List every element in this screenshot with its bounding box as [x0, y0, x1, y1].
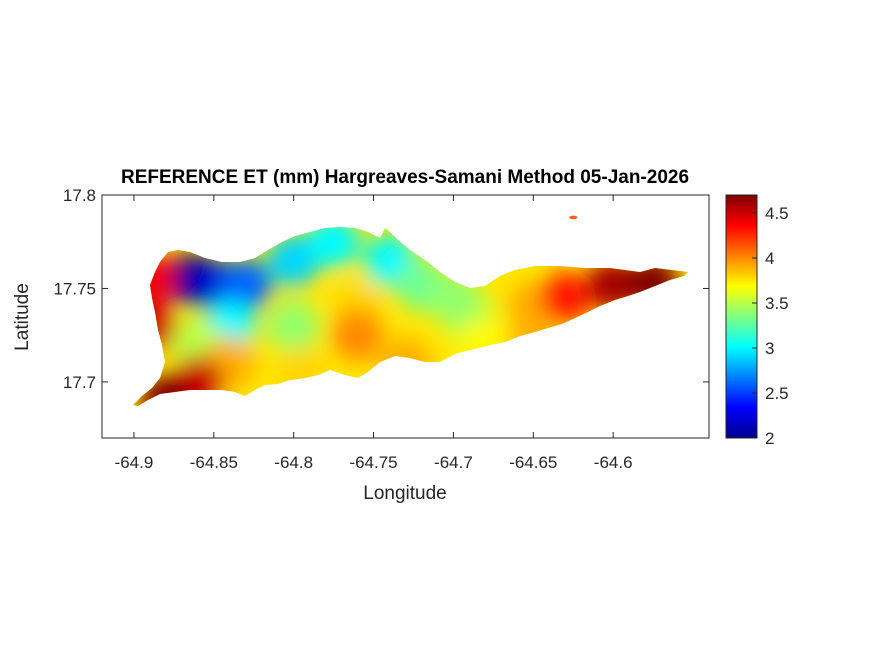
et-sample-22 [539, 271, 592, 324]
colorbar-tick-label: 4.5 [765, 204, 789, 223]
y-axis-label: Latitude [12, 283, 33, 351]
x-axis-label: Longitude [363, 483, 446, 504]
chart-title: REFERENCE ET (mm) Hargreaves-Samani Meth… [121, 167, 689, 188]
x-axis: -64.9 -64.85 -64.8 -64.75 -64.7 -64.65 -64.6 [115, 195, 633, 472]
colorbar: 2 2.5 3 3.5 4 4.5 [725, 194, 789, 448]
y-axis: 17.7 17.75 17.8 [53, 186, 709, 392]
et-sample-2 [219, 258, 272, 311]
et-sample-8 [331, 309, 384, 362]
y-tick-label: 17.8 [63, 186, 96, 205]
y-tick-label: 17.75 [53, 279, 96, 298]
et-sample-3 [267, 234, 320, 287]
colorbar-tick-label: 3 [765, 339, 774, 358]
plot-area: -64.9 -64.85 -64.8 -64.75 -64.7 -64.65 -64.6 1… [53, 186, 710, 472]
colorbar-gradient [725, 194, 758, 439]
x-tick-label: -64.85 [190, 453, 238, 472]
colorbar-tick-label: 2.5 [765, 384, 789, 403]
x-tick-label: -64.8 [274, 453, 313, 472]
x-tick-label: -64.9 [115, 453, 154, 472]
islet [569, 215, 578, 220]
y-tick-label: 17.7 [63, 373, 96, 392]
x-tick-label: -64.6 [594, 453, 633, 472]
x-tick-label: -64.65 [509, 453, 557, 472]
et-sample-9 [267, 299, 320, 352]
x-tick-label: -64.7 [434, 453, 473, 472]
colorbar-tick-label: 2 [765, 429, 774, 448]
colorbar-ticks: 2 2.5 3 3.5 4 4.5 [752, 204, 789, 448]
x-tick-label: -64.75 [349, 453, 397, 472]
colorbar-tick-label: 4 [765, 249, 774, 268]
colorbar-tick-label: 3.5 [765, 294, 789, 313]
